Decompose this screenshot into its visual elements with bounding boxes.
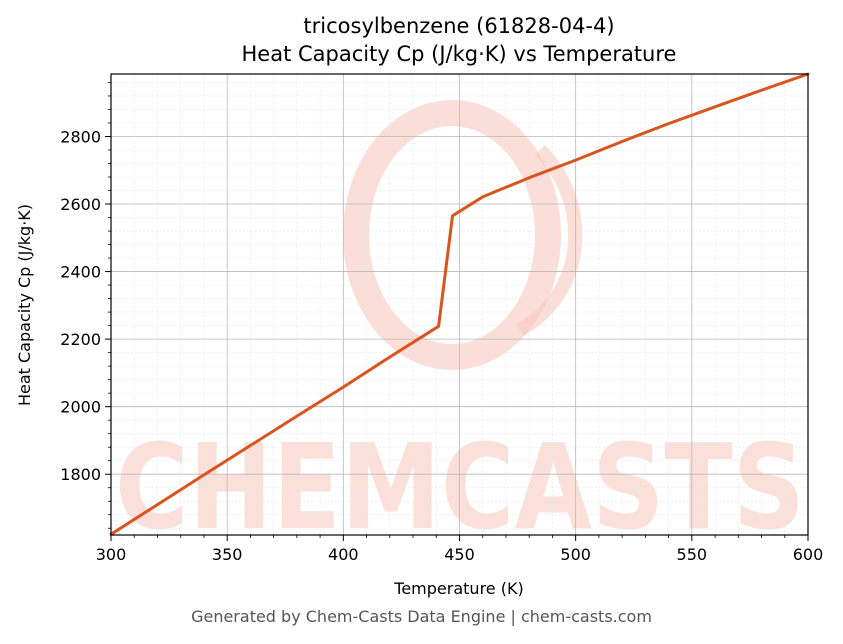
y-tick-labels: 1800 2000 2200 2400 2600 2800 xyxy=(60,127,101,484)
watermark-logo: CHEMCASTS xyxy=(115,100,805,556)
x-tick-label: 450 xyxy=(444,545,475,564)
chart-title: tricosylbenzene (61828-04-4) xyxy=(303,14,614,38)
x-axis-label: Temperature (K) xyxy=(393,579,523,598)
axis-ticks xyxy=(105,82,809,541)
x-tick-label: 350 xyxy=(212,545,243,564)
chart-subtitle: Heat Capacity Cp (J/kg·K) vs Temperature xyxy=(242,42,677,66)
x-tick-labels: 300 350 400 450 500 550 600 xyxy=(96,545,824,564)
y-tick-label: 2600 xyxy=(60,195,101,214)
swirl-c-logo-icon xyxy=(343,100,583,370)
x-tick-label: 550 xyxy=(677,545,708,564)
x-tick-label: 500 xyxy=(560,545,591,564)
x-tick-label: 600 xyxy=(793,545,824,564)
y-tick-label: 2400 xyxy=(60,263,101,282)
y-tick-label: 2000 xyxy=(60,398,101,417)
series-layer xyxy=(109,72,810,536)
x-tick-label: 300 xyxy=(96,545,127,564)
y-tick-label: 1800 xyxy=(60,465,101,484)
y-axis-label: Heat Capacity Cp (J/kg·K) xyxy=(15,204,34,406)
y-tick-label: 2200 xyxy=(60,330,101,349)
footer-credit: Generated by Chem-Casts Data Engine | ch… xyxy=(191,607,652,626)
watermark-text: CHEMCASTS xyxy=(115,418,805,556)
y-tick-label: 2800 xyxy=(60,127,101,146)
x-tick-label: 400 xyxy=(328,545,359,564)
series-line xyxy=(109,72,810,536)
